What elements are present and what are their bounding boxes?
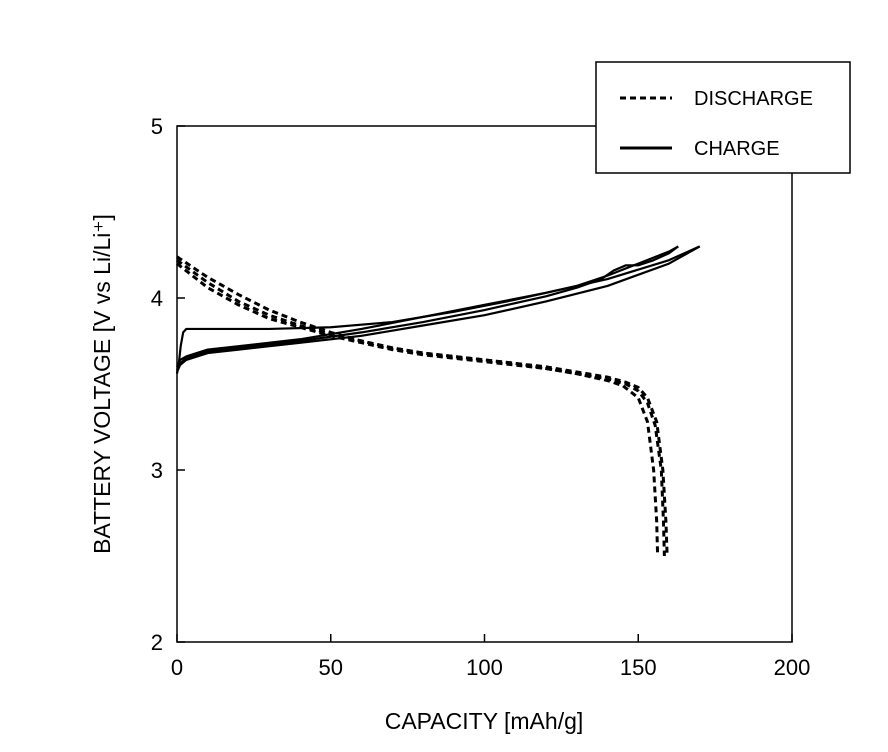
x-tick-label: 150: [620, 655, 657, 680]
legend: DISCHARGE CHARGE: [596, 62, 850, 173]
y-tick-label: 3: [151, 458, 163, 483]
y-axis-label: BATTERY VOLTAGE [V vs Li/Li⁺]: [89, 214, 115, 554]
plot-area-frame: [177, 126, 792, 642]
x-tick-label: 0: [171, 655, 183, 680]
y-tick-label: 4: [151, 286, 163, 311]
x-tick-label: 50: [319, 655, 343, 680]
x-axis: 0 50 100 150 200: [171, 634, 810, 680]
series-line-discharge: [177, 257, 658, 556]
y-axis: 2 3 4 5: [151, 114, 185, 655]
series-line-charge: [177, 246, 678, 370]
legend-label-charge: CHARGE: [694, 138, 780, 160]
y-tick-label: 5: [151, 114, 163, 139]
legend-label-discharge: DISCHARGE: [694, 88, 813, 110]
y-tick-label: 2: [151, 630, 163, 655]
series-line-discharge: [177, 260, 667, 556]
x-tick-label: 100: [466, 655, 503, 680]
series-line-discharge: [177, 264, 664, 556]
x-axis-label: CAPACITY [mAh/g]: [385, 708, 584, 734]
x-tick-label: 200: [774, 655, 811, 680]
plot-lines: [177, 246, 700, 556]
